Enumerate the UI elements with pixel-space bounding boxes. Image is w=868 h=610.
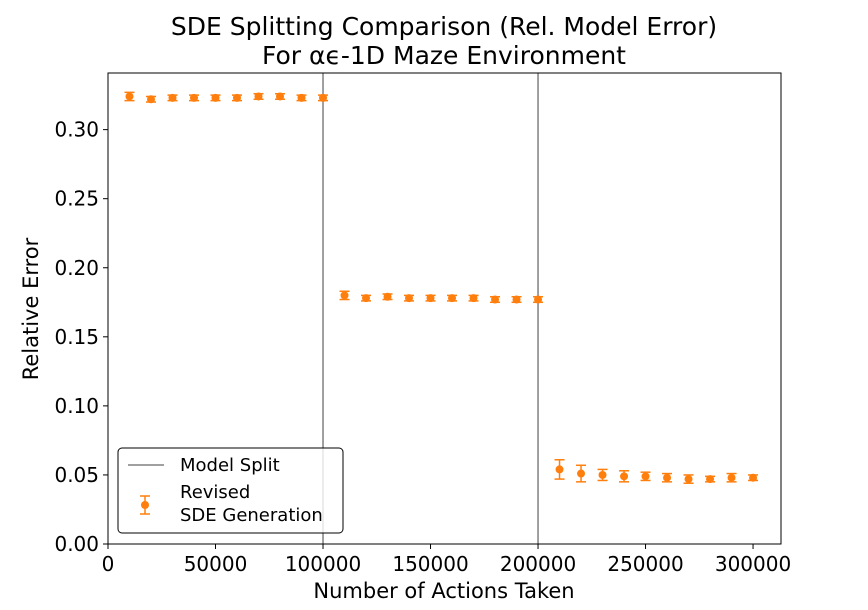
x-tick-label: 50000 <box>184 552 248 576</box>
point-marker <box>663 473 672 482</box>
point-marker <box>641 472 650 481</box>
data-point <box>232 93 243 102</box>
plot-frame <box>107 72 782 545</box>
y-tick-label: 0.15 <box>54 325 99 349</box>
data-point <box>490 295 501 304</box>
legend-series-swatch <box>140 495 150 515</box>
y-tick-label: 0.25 <box>54 187 99 211</box>
legend: Model Split Revised SDE Generation <box>117 447 344 534</box>
point-marker <box>706 475 715 484</box>
y-tick-label: 0.20 <box>54 256 99 280</box>
point-marker <box>276 92 285 101</box>
x-tick-label: 0 <box>102 552 115 576</box>
point-marker <box>749 473 758 482</box>
point-marker <box>448 294 457 303</box>
point-marker <box>383 292 392 301</box>
data-point <box>447 294 458 303</box>
chart-title-line-2: For αϵ-1D Maze Environment <box>262 41 626 70</box>
point-marker <box>555 465 564 474</box>
point-marker <box>319 93 328 102</box>
point-marker <box>512 295 521 304</box>
point-marker <box>620 472 629 481</box>
point-marker <box>534 295 543 304</box>
y-tick-label: 0.10 <box>54 394 99 418</box>
y-axis-label: Relative Error <box>19 237 43 380</box>
point-marker <box>168 93 177 102</box>
data-point <box>576 464 587 483</box>
point-marker <box>340 291 349 300</box>
point-marker <box>598 470 607 479</box>
x-tick-label: 250000 <box>607 552 683 576</box>
legend-series-label-line-1: Revised <box>180 482 250 503</box>
data-point <box>662 472 673 483</box>
data-point <box>705 475 716 484</box>
x-tick-label: 200000 <box>500 552 576 576</box>
plot-area <box>124 73 759 544</box>
data-point <box>554 458 565 480</box>
data-point <box>619 470 630 483</box>
point-marker <box>125 92 134 101</box>
point-marker <box>362 294 371 303</box>
x-axis-label: Number of Actions Taken <box>313 579 574 603</box>
data-point <box>275 92 286 101</box>
point-marker <box>727 473 736 482</box>
data-point <box>468 294 479 303</box>
data-point <box>339 290 350 301</box>
point-marker <box>491 295 500 304</box>
y-tick-label: 0.05 <box>54 463 99 487</box>
data-point <box>748 473 759 482</box>
point-marker <box>684 475 693 484</box>
y-tick-label: 0.30 <box>54 118 99 142</box>
data-point <box>296 93 307 102</box>
data-point <box>382 292 393 301</box>
x-tick-label: 150000 <box>392 552 468 576</box>
data-point <box>511 295 522 304</box>
legend-model-split-label: Model Split <box>180 455 280 476</box>
point-marker <box>190 93 199 102</box>
data-point <box>318 93 329 102</box>
data-point <box>146 95 157 104</box>
y-tick-label: 0.00 <box>54 532 99 556</box>
point-marker <box>233 93 242 102</box>
point-marker <box>426 294 435 303</box>
data-point <box>597 468 608 482</box>
point-marker <box>577 469 586 478</box>
data-point <box>726 472 737 483</box>
chart-title-line-1: SDE Splitting Comparison (Rel. Model Err… <box>171 12 717 41</box>
point-marker <box>405 294 414 303</box>
data-point <box>533 295 544 304</box>
data-point <box>189 93 200 102</box>
data-point <box>640 471 651 482</box>
point-marker <box>297 93 306 102</box>
x-axis-ticks: 0 50000 100000 150000 200000 250000 300000 <box>102 544 791 576</box>
point-marker <box>147 95 156 104</box>
data-point <box>361 294 372 303</box>
data-point <box>404 294 415 303</box>
y-axis-ticks: 0.00 0.05 0.10 0.15 0.20 0.25 0.30 <box>54 118 108 556</box>
data-point <box>210 93 221 102</box>
x-tick-label: 100000 <box>285 552 361 576</box>
legend-box <box>117 447 344 534</box>
point-marker <box>254 92 263 101</box>
data-point <box>124 91 135 102</box>
data-point <box>167 93 178 102</box>
data-point <box>683 474 694 484</box>
point-marker <box>211 93 220 102</box>
data-point <box>253 92 264 101</box>
point-marker <box>469 294 478 303</box>
data-point <box>425 294 436 303</box>
x-tick-label: 300000 <box>715 552 791 576</box>
legend-series-label-line-2: SDE Generation <box>180 505 323 526</box>
